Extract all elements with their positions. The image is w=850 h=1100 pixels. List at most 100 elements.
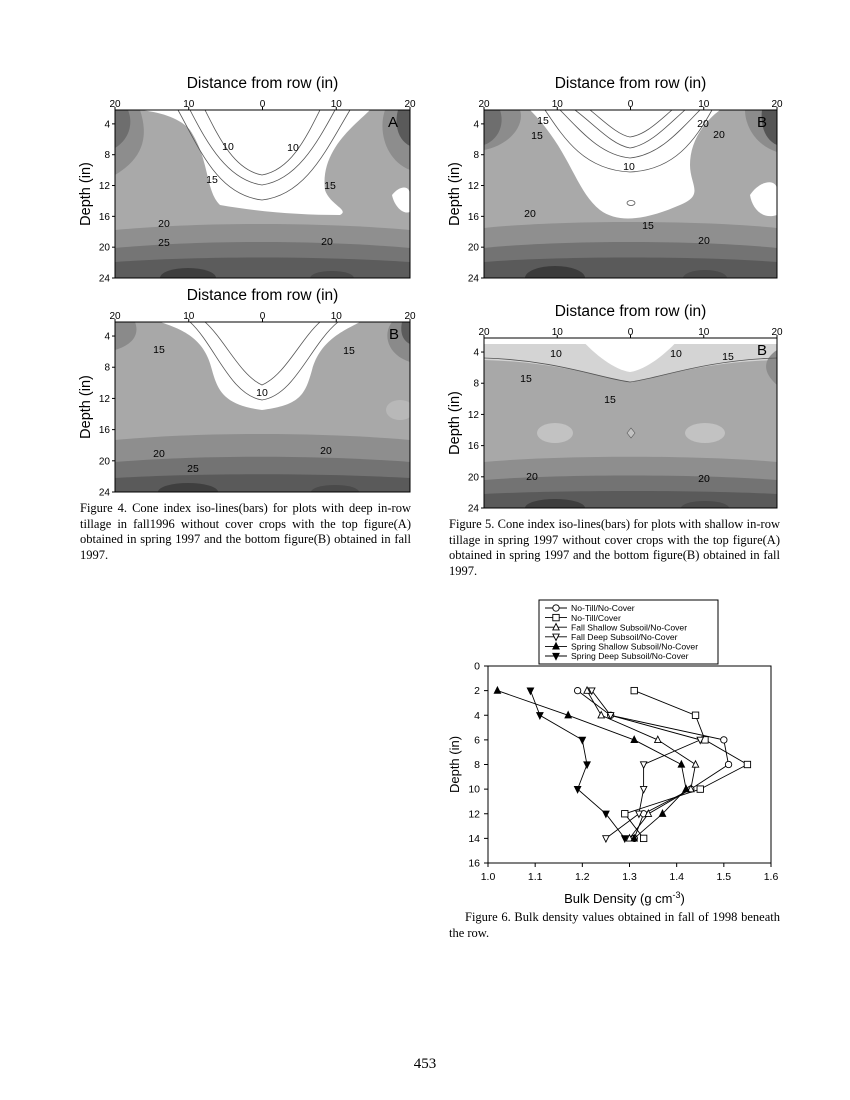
fig6-data-point — [691, 711, 700, 719]
fig6-x-tick-label: 1.6 — [764, 871, 779, 883]
y-axis-title: Depth (in) — [78, 162, 94, 226]
contour-label: 15 — [206, 174, 218, 186]
fig6-data-point — [686, 784, 695, 793]
fig6-data-point — [493, 685, 502, 694]
contour-label: 20 — [713, 129, 725, 141]
x-axis-title: Distance from row (in) — [555, 303, 707, 320]
fig6-y-tick-label: 6 — [474, 734, 480, 746]
contour-label: 20 — [697, 118, 709, 130]
y-tick-label: 8 — [473, 150, 479, 161]
fig6-x-tick-label: 1.0 — [481, 871, 496, 883]
page-number: 453 — [413, 1056, 437, 1072]
x-tick-label: 20 — [404, 99, 416, 110]
fig6-x-tick-label: 1.3 — [622, 871, 637, 883]
panel-letter: A — [388, 114, 398, 131]
y-tick-label: 24 — [468, 504, 480, 515]
fig6-x-tick-label: 1.5 — [717, 871, 732, 883]
contour-label: 15 — [642, 220, 654, 232]
contour-label: 10 — [670, 348, 682, 360]
y-tick-label: 8 — [473, 379, 479, 390]
fig6-data-point — [606, 712, 615, 720]
fig6-x-tick-label: 1.4 — [669, 871, 684, 883]
fig6-legend-label: Fall Deep Subsoil/No-Cover — [571, 632, 678, 642]
contour-fill — [484, 110, 777, 278]
y-tick-label: 12 — [468, 410, 480, 421]
fig6-series-line — [497, 690, 687, 839]
y-tick-label: 12 — [99, 181, 111, 192]
panel-letter: B — [389, 326, 399, 343]
fig6-data-point — [535, 712, 544, 720]
fig6-x-tick-label: 1.2 — [575, 871, 590, 883]
contour-label: 20 — [698, 473, 710, 485]
contour-label: 10 — [550, 348, 562, 360]
contour-label: 20 — [524, 208, 536, 220]
y-tick-label: 4 — [104, 119, 110, 130]
fig6-data-point — [564, 710, 573, 719]
fig6-data-point — [696, 785, 704, 793]
x-axis-title: Distance from row (in) — [555, 75, 707, 92]
fig6-data-point — [583, 685, 591, 694]
fig5a-axes: Distance from row (in) Depth (in) 20 10 0 10 2… — [447, 75, 783, 285]
contour-fill — [115, 110, 410, 278]
fig6-y-tick-label: 2 — [474, 685, 480, 697]
x-tick-label: 20 — [771, 327, 783, 338]
contour-label: 15 — [153, 344, 165, 356]
contour-label: 15 — [531, 130, 543, 142]
fig6-series-1: No-Till/Cover — [545, 613, 752, 843]
y-tick-label: 8 — [104, 150, 110, 161]
fig6-y-tick-label: 10 — [468, 784, 480, 796]
contour-label: 15 — [722, 351, 734, 363]
contour-label: 10 — [287, 142, 299, 154]
contour-label: 25 — [158, 237, 170, 249]
y-tick-label: 20 — [99, 456, 111, 467]
fig6-y-tick-label: 12 — [468, 808, 480, 820]
fig6-caption: Figure 6. Bulk density values obtained i… — [449, 910, 780, 940]
x-tick-label: 20 — [478, 327, 490, 338]
fig5-panel-a — [483, 109, 778, 279]
fig6-legend-label: Spring Deep Subsoil/No-Cover — [571, 651, 689, 661]
fig6-legend-label: Fall Shallow Subsoil/No-Cover — [571, 622, 687, 632]
fig6-y-axis-title: Depth (in) — [447, 736, 462, 793]
x-axis-title: Distance from row (in) — [187, 287, 339, 304]
y-axis-title: Depth (in) — [78, 375, 94, 439]
x-tick-label: 10 — [698, 327, 710, 338]
fig6-data-point — [526, 687, 535, 696]
y-tick-label: 20 — [468, 243, 480, 254]
fig6-data-point — [578, 736, 587, 745]
fig6-data-point — [601, 835, 610, 844]
fig6-data-point — [587, 687, 596, 696]
fig6-legend-label: Spring Shallow Subsoil/No-Cover — [571, 642, 698, 652]
fig6-data-point — [630, 735, 639, 744]
contour-label: 15 — [604, 394, 616, 406]
fig6-x-tick-label: 1.1 — [528, 871, 543, 883]
contour-label: 15 — [520, 373, 532, 385]
x-tick-label: 20 — [109, 311, 121, 322]
y-tick-label: 16 — [99, 425, 111, 436]
fig5b-axes: Distance from row (in) Depth (in) 20 10 0 10 2… — [447, 303, 783, 515]
y-tick-label: 24 — [99, 488, 111, 499]
y-tick-label: 4 — [473, 119, 479, 130]
contour-fill — [115, 322, 410, 492]
y-tick-label: 16 — [468, 441, 480, 452]
y-tick-label: 16 — [99, 212, 111, 223]
x-tick-label: 20 — [404, 311, 416, 322]
y-axis-title: Depth (in) — [447, 162, 463, 226]
fig6-legend-marker — [552, 613, 560, 622]
fig4-panel-a — [114, 109, 411, 279]
fig4a-axes: Distance from row (in) Depth (in) 20 10 0 10 2… — [78, 75, 416, 285]
x-tick-label: 0 — [628, 99, 634, 110]
contour-label: 15 — [324, 180, 336, 192]
x-tick-label: 0 — [260, 99, 266, 110]
fig6-legend-marker — [552, 641, 560, 650]
fig6-data-point — [573, 686, 582, 695]
contour-label: 20 — [320, 445, 332, 457]
fig6-series-3: Fall Deep Subsoil/No-Cover — [545, 632, 705, 844]
x-tick-label: 10 — [331, 99, 343, 110]
y-tick-label: 24 — [468, 274, 480, 285]
y-tick-label: 12 — [468, 181, 480, 192]
x-tick-label: 20 — [478, 99, 490, 110]
fig6-legend-marker — [552, 622, 560, 631]
fig6-chart: 1.0 1.1 1.2 1.3 1.4 1.5 1.6 0 2 4 6 8 10 12 14 16 Bulk D… — [447, 603, 778, 906]
panel-letter: B — [757, 114, 767, 131]
y-tick-label: 20 — [99, 243, 111, 254]
